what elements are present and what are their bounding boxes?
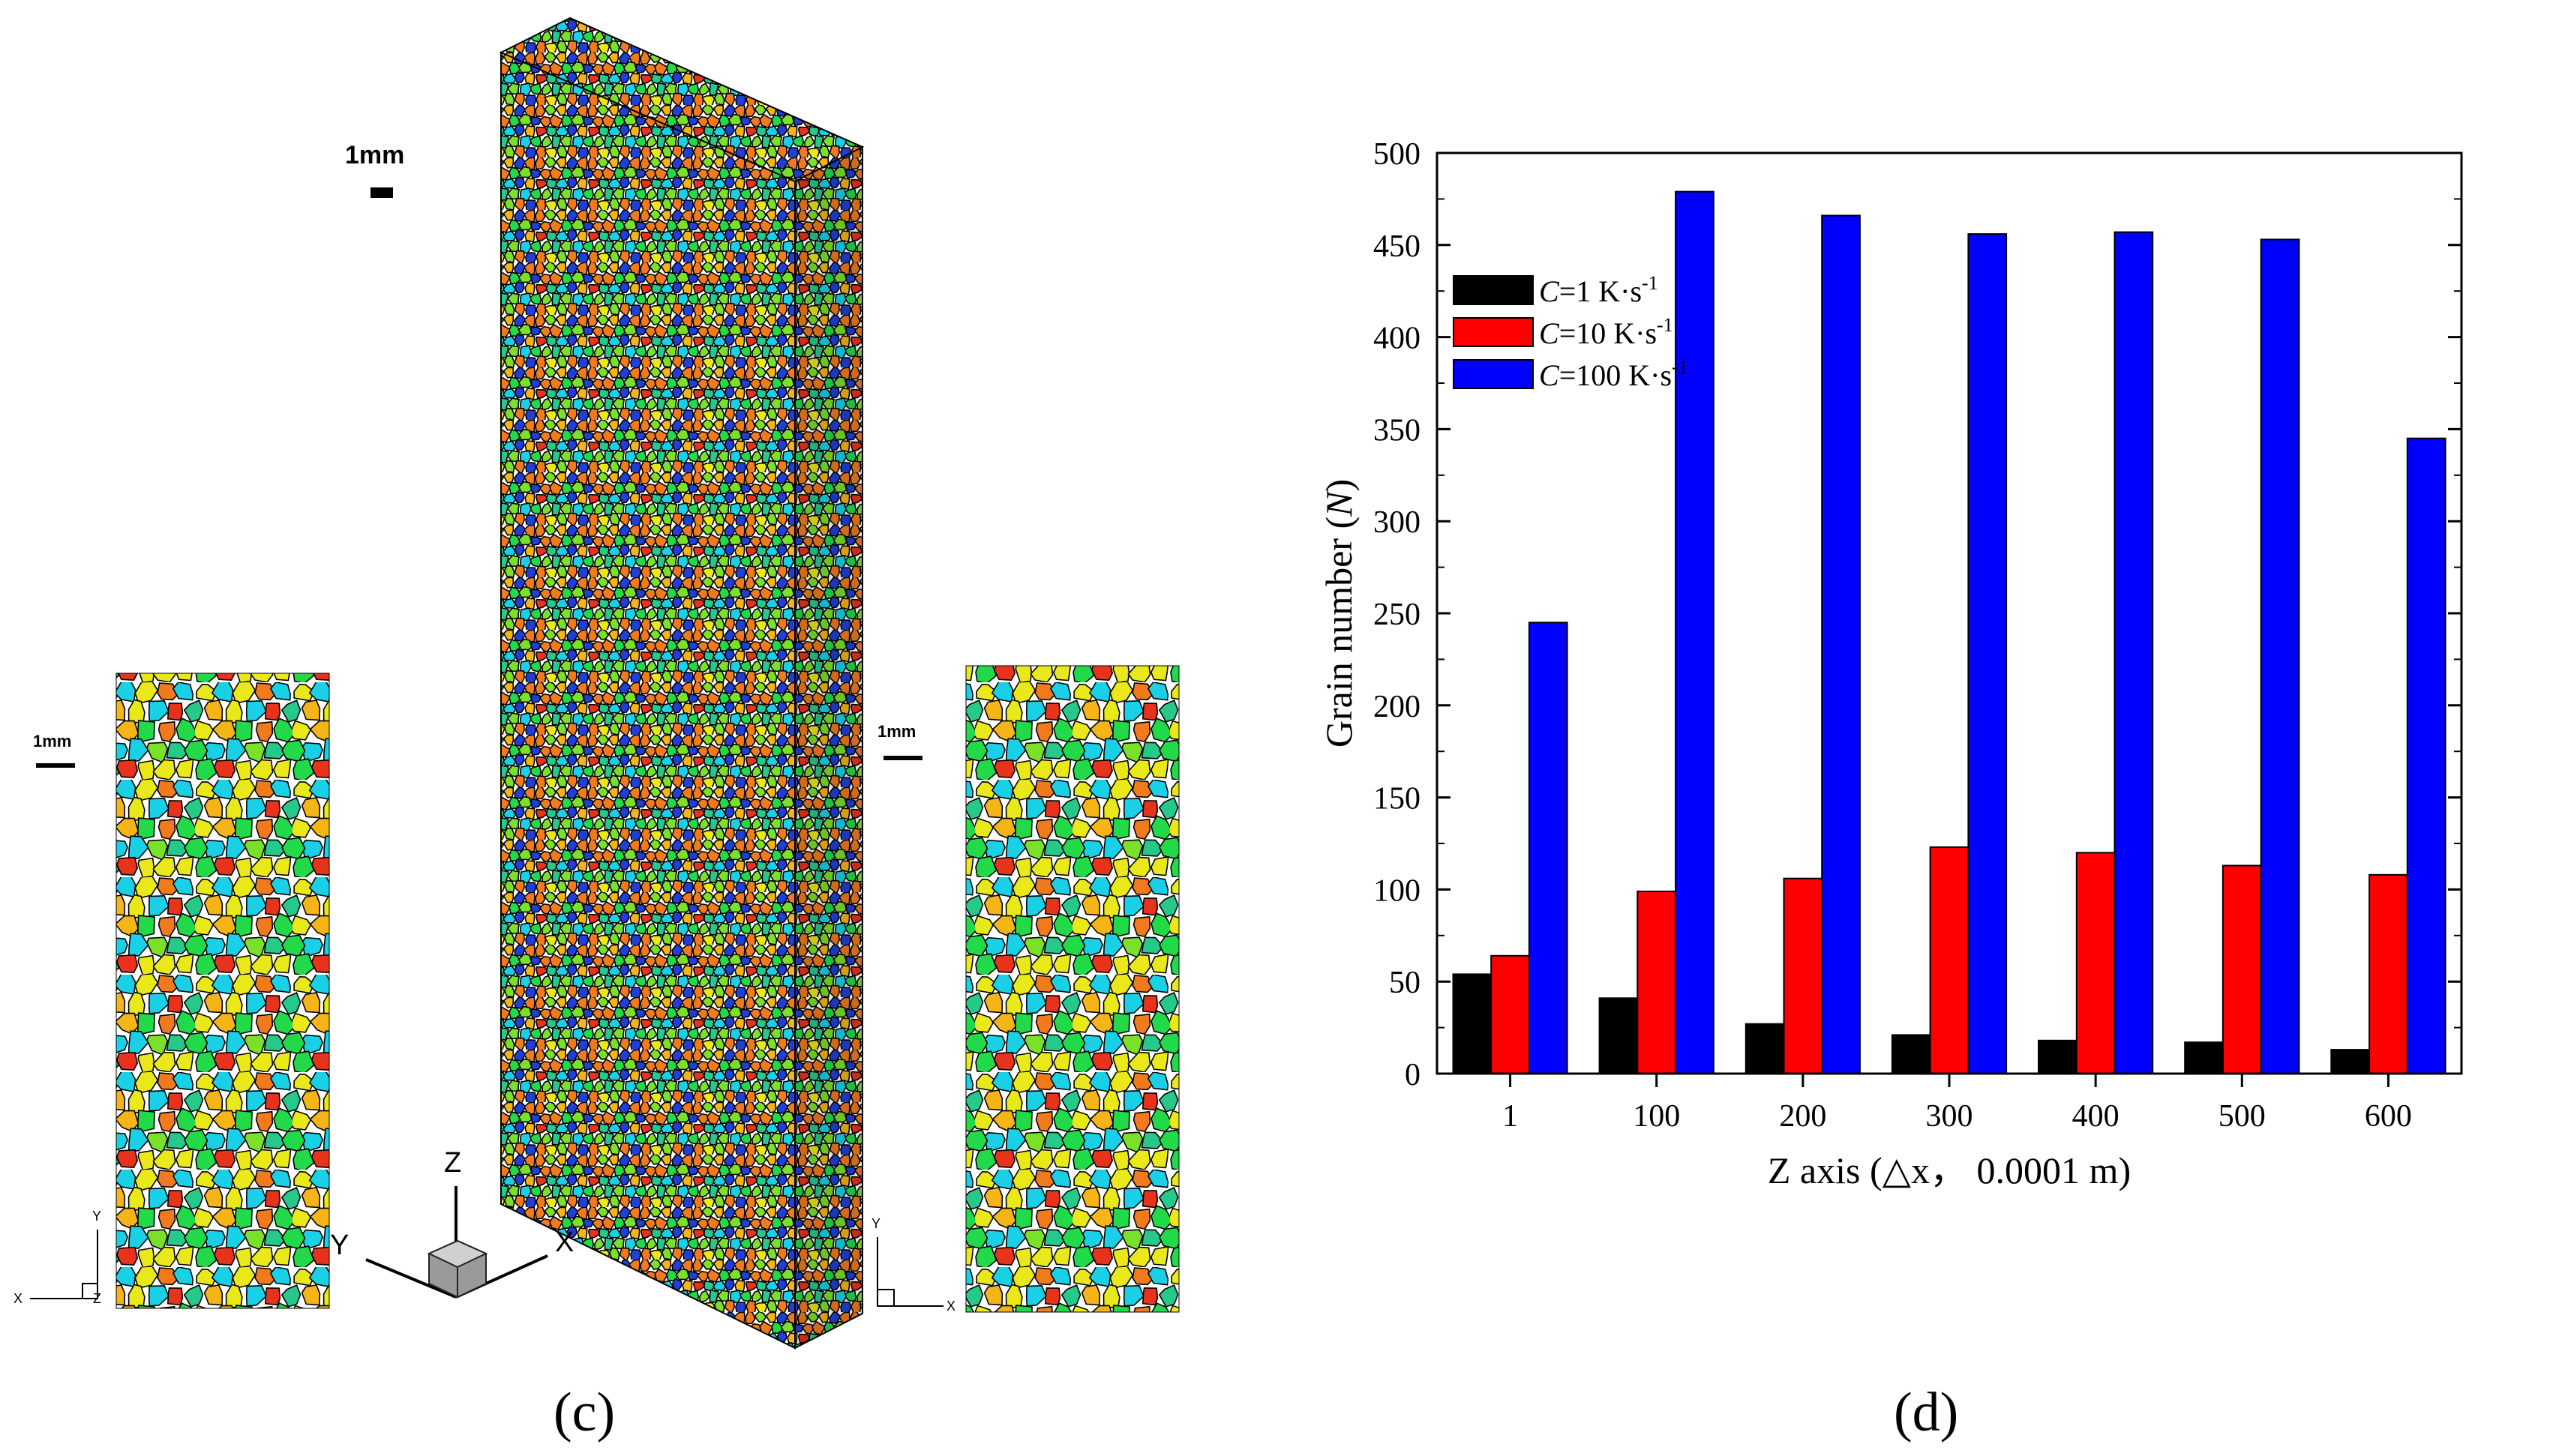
bar-0-6 [2330,1049,2371,1074]
panel-d-label: (d) [1894,1382,1959,1443]
x-axis-label: Z axis (△x， 0.0001 m) [1768,1149,2131,1191]
axis-z-label: Z [444,1147,462,1179]
right-slice [965,665,1180,1313]
left-slice-axis-z: Z [93,1291,101,1306]
y-axis-label: Grain number (N) [1318,479,1360,747]
y-tick-label-6: 300 [1373,505,1420,540]
scale-bar-left-label: 1mm [33,732,72,750]
x-tick-label-2: 200 [1779,1099,1826,1134]
y-tick-label-3: 150 [1373,782,1420,816]
bar-0-4 [2038,1039,2078,1075]
right-slice-axes [877,1237,944,1307]
y-axis-label-suffix: ) [1318,479,1360,492]
bar-1-5 [2222,864,2262,1074]
scale-bar-right [884,756,922,760]
x-ticks-group: 1 100 200 300 400 500 600 [1502,1074,2412,1134]
bar-1-0 [1490,954,1530,1075]
bar-0-2 [1744,1023,1785,1074]
panel-c: 1mm 1mm 1mm Z Y X Y X Z Y X (c) [14,16,1180,1443]
y-tick-label-10: 500 [1373,137,1420,172]
legend-label-1: C=10 K·s-1 [1539,314,1673,350]
axis-y-label: Y [330,1230,350,1261]
axis-x-label: X [555,1227,574,1258]
y-tick-label-1: 50 [1389,966,1420,1000]
bar-1-2 [1783,877,1823,1074]
bar-2-6 [2406,437,2446,1074]
bar-0-1 [1598,997,1639,1075]
left-slice [116,673,330,1309]
x-tick-label-5: 500 [2218,1099,2266,1134]
bar-2-4 [2114,231,2154,1075]
grain-number-bar-chart: 0 50 100 150 200 250 300 350 400 450 500 1 100 200 30… [1318,137,2463,1191]
y-tick-label-7: 350 [1373,413,1420,448]
legend-swatch-0 [1453,275,1534,305]
legend-swatch-1 [1453,317,1534,347]
bar-1-3 [1929,846,1970,1075]
x-tick-label-1: 100 [1633,1099,1680,1134]
axes-triad-cube [427,1239,488,1299]
x-tick-label-4: 400 [2072,1099,2120,1134]
left-slice-axis-y: Y [92,1209,102,1224]
bar-1-6 [2368,873,2408,1075]
left-slice-axis-x: X [14,1291,23,1306]
y-tick-label-8: 400 [1373,322,1420,356]
block-front-face [500,51,796,1350]
x-tick-label-3: 300 [1926,1099,1973,1134]
block-side-face [794,145,863,1350]
left-slice-axes [30,1230,98,1299]
y-axis-label-var: N [1318,490,1360,517]
bar-2-2 [1821,214,1861,1074]
legend: C=1 K·s-1 C=10 K·s-1 C=100 K·s-1 [1453,272,1688,392]
bar-2-1 [1675,190,1714,1075]
right-slice-axis-y: Y [872,1216,881,1231]
microstructure-figure [30,16,1180,1350]
scale-bar-main [370,187,393,198]
bar-2-5 [2260,238,2300,1074]
bar-1-4 [2075,852,2116,1075]
right-slice-axis-x: X [946,1299,956,1314]
bar-1-1 [1636,890,1676,1075]
bar-0-0 [1452,973,1492,1075]
bar-0-3 [1891,1034,1931,1075]
bar-2-0 [1528,622,1568,1074]
y-tick-label-9: 450 [1373,229,1420,264]
y-tick-label-2: 100 [1373,873,1420,908]
scale-bar-right-label: 1mm [878,722,916,741]
scale-bar-main-label: 1mm [345,141,405,169]
y-tick-label-0: 0 [1405,1058,1420,1092]
panel-d: 0 50 100 150 200 250 300 350 400 450 500 1 100 200 30… [1290,0,2571,1456]
legend-swatch-2 [1453,359,1534,389]
legend-label-2: C=100 K·s-1 [1539,356,1688,392]
legend-label-0: C=1 K·s-1 [1539,272,1658,308]
y-axis-label-prefix: Grain number ( [1318,517,1360,747]
x-tick-label-6: 600 [2365,1099,2412,1134]
3d-block [499,16,865,1350]
y-ticks-group: 0 50 100 150 200 250 300 350 400 450 500 [1373,137,2462,1092]
y-tick-label-4: 200 [1373,690,1420,724]
bar-2-3 [1967,233,2008,1075]
x-tick-label-0: 1 [1502,1099,1518,1134]
panel-c-label: (c) [554,1382,616,1443]
bar-0-5 [2184,1041,2224,1074]
scale-bar-left [36,763,75,768]
y-tick-label-5: 250 [1373,598,1420,632]
